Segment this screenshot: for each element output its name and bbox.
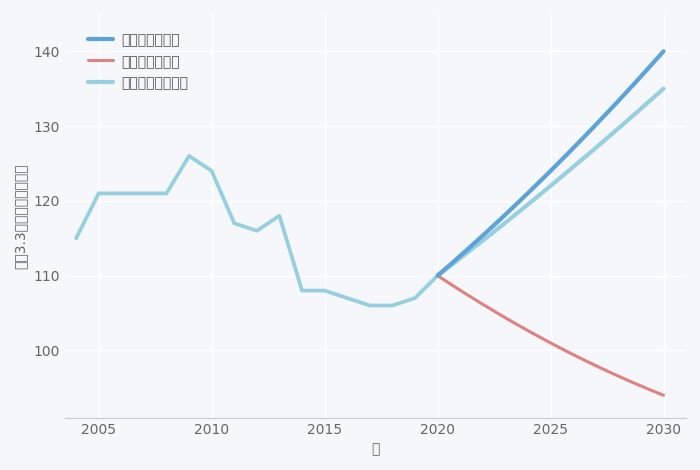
バッドシナリオ [572,353,580,359]
Line: バッドシナリオ: バッドシナリオ [438,275,664,395]
グッドシナリオ [572,142,580,148]
ノーマルシナリオ [659,86,668,92]
Line: グッドシナリオ: グッドシナリオ [438,51,664,275]
グッドシナリオ [638,72,647,78]
グッドシナリオ [567,147,575,153]
ノーマルシナリオ [568,165,576,171]
Legend: グッドシナリオ, バッドシナリオ, ノーマルシナリオ: グッドシナリオ, バッドシナリオ, ノーマルシナリオ [84,29,192,94]
グッドシナリオ [433,273,442,278]
グッドシナリオ [659,48,668,54]
ノーマルシナリオ [638,105,647,110]
X-axis label: 年: 年 [371,442,379,456]
バッドシナリオ [434,273,442,279]
ノーマルシナリオ [433,273,442,278]
ノーマルシナリオ [567,166,575,172]
バッドシナリオ [638,384,647,390]
ノーマルシナリオ [434,272,442,278]
ノーマルシナリオ [572,162,580,168]
Line: ノーマルシナリオ: ノーマルシナリオ [438,89,664,275]
バッドシナリオ [659,392,668,398]
Y-axis label: 坪（3.3㎡）単価（万円）: 坪（3.3㎡）単価（万円） [14,163,28,268]
バッドシナリオ [624,377,632,383]
バッドシナリオ [433,273,442,278]
グッドシナリオ [434,272,442,278]
バッドシナリオ [567,351,575,356]
グッドシナリオ [568,147,576,152]
グッドシナリオ [624,88,632,94]
バッドシナリオ [568,351,576,357]
ノーマルシナリオ [624,117,632,123]
